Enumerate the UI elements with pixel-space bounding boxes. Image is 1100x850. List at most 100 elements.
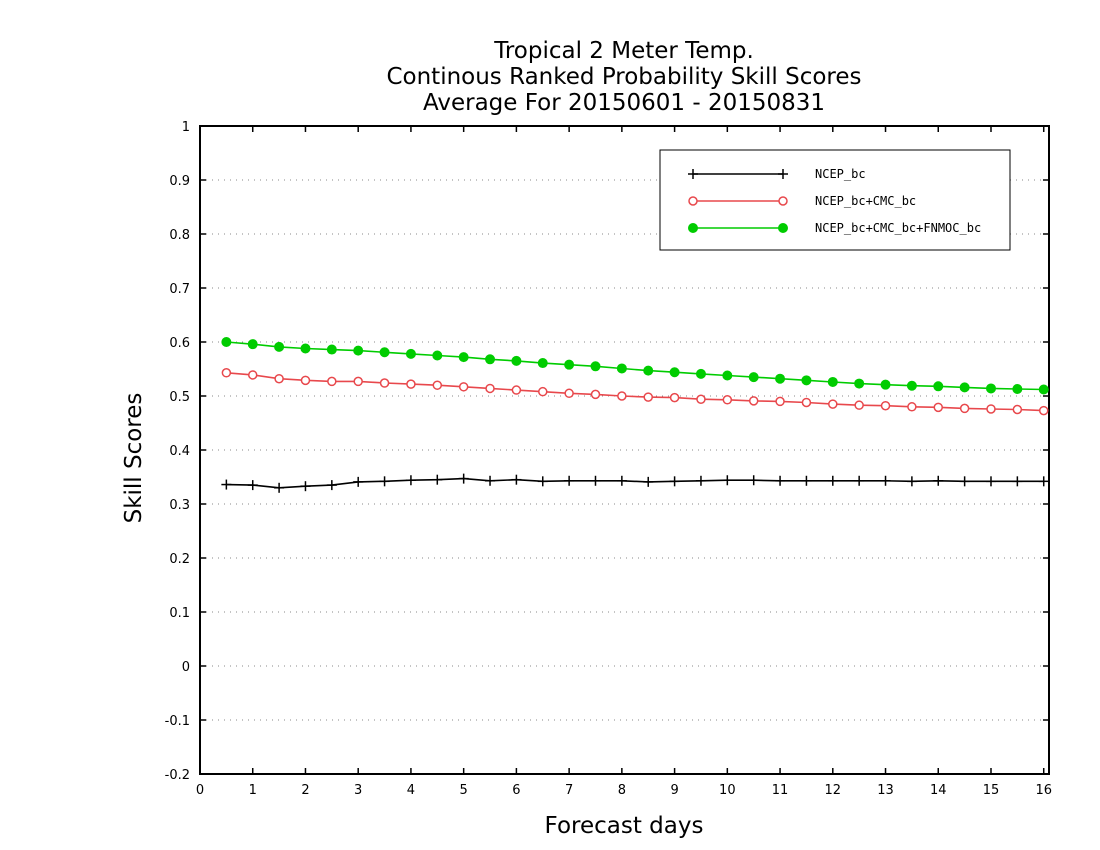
- data-point-2-15: [616, 363, 627, 374]
- y-tick-label-10: 0.8: [169, 228, 190, 243]
- data-point-2-20: [748, 372, 759, 383]
- data-point-1-0: [221, 368, 232, 378]
- x-tick-label-10: 10: [719, 783, 736, 798]
- data-point-2-11: [511, 355, 522, 366]
- data-point-1-31: [1038, 405, 1049, 416]
- y-axis: -0.2 -0.1 0 0.1 0.2 0.3 0.4 0.5 0.6 0.7 0.8 0.9 1: [165, 120, 1049, 783]
- data-point-1-24: [854, 400, 864, 410]
- title-line-2: Continous Ranked Probability Skill Score…: [386, 64, 861, 90]
- title-line-3: Average For 20150601 - 20150831: [423, 90, 825, 116]
- x-axis: 0 1 2 3 4 5 6 7 8 9 10 11 12 13 14 15 16: [196, 126, 1052, 798]
- legend-marker-start-2: [688, 223, 698, 233]
- data-point-1-9: [458, 382, 469, 392]
- y-tick-label-8: 0.6: [169, 336, 190, 351]
- y-tick-label-11: 0.9: [169, 174, 190, 189]
- data-point-0-19: [722, 475, 733, 486]
- data-point-1-8: [432, 380, 443, 390]
- x-tick-label-4: 4: [407, 783, 415, 798]
- x-tick-label-8: 8: [618, 783, 626, 798]
- data-point-2-27: [933, 381, 944, 392]
- data-point-1-5: [353, 376, 363, 387]
- data-point-2-19: [722, 370, 733, 381]
- data-point-0-10: [485, 475, 496, 486]
- y-tick-label-2: 0: [182, 660, 190, 675]
- data-point-1-4: [327, 376, 337, 387]
- data-point-2-0: [221, 337, 232, 347]
- x-tick-label-11: 11: [772, 783, 789, 798]
- data-point-0-24: [854, 475, 865, 486]
- data-point-0-15: [616, 475, 627, 486]
- data-point-0-0: [221, 479, 232, 490]
- data-point-1-28: [959, 403, 970, 414]
- y-tick-label-0: -0.2: [165, 768, 190, 783]
- data-point-0-14: [590, 475, 601, 486]
- x-tick-label-15: 15: [983, 783, 1000, 798]
- data-point-2-14: [590, 361, 601, 372]
- data-point-1-2: [274, 373, 284, 384]
- data-point-1-13: [564, 388, 574, 399]
- x-tick-label-12: 12: [825, 783, 842, 798]
- x-tick-label-1: 1: [249, 783, 257, 798]
- data-point-2-21: [775, 373, 786, 384]
- data-point-1-25: [880, 400, 891, 411]
- data-point-2-5: [353, 345, 364, 356]
- data-point-1-23: [828, 399, 838, 409]
- data-point-2-26: [906, 380, 917, 391]
- legend-box: [659, 149, 1011, 251]
- data-point-2-12: [537, 358, 548, 369]
- legend-marker-start-1: [688, 196, 698, 206]
- data-point-1-29: [986, 404, 996, 414]
- data-point-1-19: [722, 395, 733, 405]
- data-point-0-30: [1012, 476, 1023, 487]
- data-point-1-21: [775, 396, 785, 407]
- data-point-1-27: [933, 402, 944, 413]
- data-point-0-31: [1038, 476, 1049, 487]
- y-tick-label-7: 0.5: [169, 390, 190, 405]
- data-point-1-12: [538, 386, 548, 397]
- data-point-0-22: [801, 475, 812, 486]
- data-point-1-20: [748, 396, 759, 406]
- data-point-0-13: [564, 475, 575, 486]
- x-tick-label-2: 2: [301, 783, 309, 798]
- data-point-1-15: [617, 391, 627, 401]
- data-point-2-31: [1038, 384, 1049, 395]
- data-point-2-18: [695, 368, 706, 379]
- data-point-0-12: [537, 476, 548, 487]
- y-tick-label-12: 1: [182, 120, 190, 135]
- legend-marker-end-2: [778, 223, 788, 233]
- data-point-1-22: [801, 397, 812, 408]
- data-point-2-13: [564, 359, 575, 370]
- y-tick-label-6: 0.4: [169, 444, 190, 459]
- data-point-0-20: [748, 475, 759, 486]
- data-point-2-23: [827, 376, 838, 387]
- data-point-2-16: [643, 365, 654, 376]
- y-tick-label-9: 0.7: [169, 282, 190, 297]
- chart-title: Tropical 2 Meter Temp. Continous Ranked …: [386, 38, 861, 116]
- data-point-0-5: [353, 476, 364, 487]
- data-point-0-9: [458, 473, 469, 484]
- data-point-2-4: [326, 344, 337, 355]
- data-point-2-6: [379, 347, 390, 358]
- data-point-0-18: [695, 475, 706, 486]
- title-line-1: Tropical 2 Meter Temp.: [493, 38, 754, 64]
- x-tick-label-16: 16: [1035, 783, 1052, 798]
- data-point-1-30: [1012, 404, 1023, 415]
- data-point-0-26: [906, 476, 917, 487]
- data-point-2-24: [854, 378, 865, 389]
- data-point-0-17: [669, 476, 680, 487]
- legend-marker-end-0: [778, 169, 788, 179]
- data-point-2-2: [274, 341, 285, 352]
- data-point-1-11: [511, 385, 522, 395]
- data-point-0-7: [405, 475, 416, 486]
- legend-marker-end-1: [778, 196, 788, 206]
- data-point-1-6: [379, 378, 390, 388]
- data-point-0-29: [985, 476, 996, 487]
- data-point-2-30: [1012, 383, 1023, 394]
- data-point-2-1: [247, 339, 258, 350]
- data-point-2-28: [959, 382, 970, 393]
- data-point-2-3: [300, 343, 311, 354]
- series-line-2: [226, 341, 1044, 391]
- series-2: [221, 337, 1049, 395]
- data-point-0-27: [933, 475, 944, 486]
- y-tick-label-4: 0.2: [169, 552, 190, 567]
